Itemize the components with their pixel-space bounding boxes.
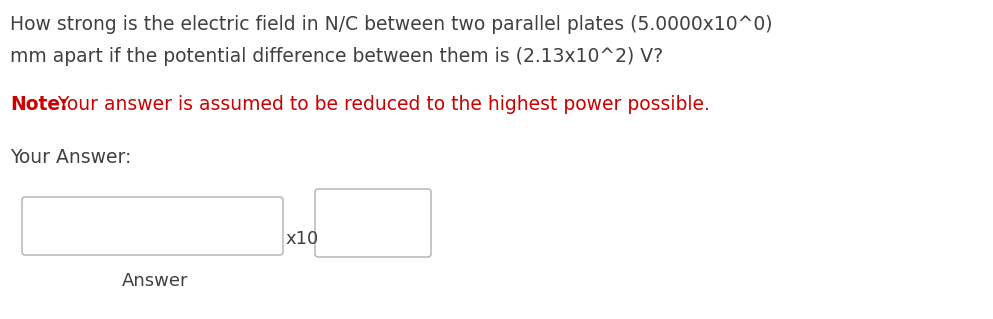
- FancyBboxPatch shape: [315, 189, 431, 257]
- Text: How strong is the electric field in N/C between two parallel plates (5.0000x10^0: How strong is the electric field in N/C …: [10, 15, 773, 34]
- Text: Your answer is assumed to be reduced to the highest power possible.: Your answer is assumed to be reduced to …: [52, 95, 710, 114]
- Text: mm apart if the potential difference between them is (2.13x10^2) V?: mm apart if the potential difference bet…: [10, 47, 663, 66]
- Text: Note:: Note:: [10, 95, 68, 114]
- Text: x10: x10: [285, 230, 318, 248]
- FancyBboxPatch shape: [22, 197, 283, 255]
- Text: Answer: Answer: [122, 272, 189, 290]
- Text: Your Answer:: Your Answer:: [10, 148, 131, 167]
